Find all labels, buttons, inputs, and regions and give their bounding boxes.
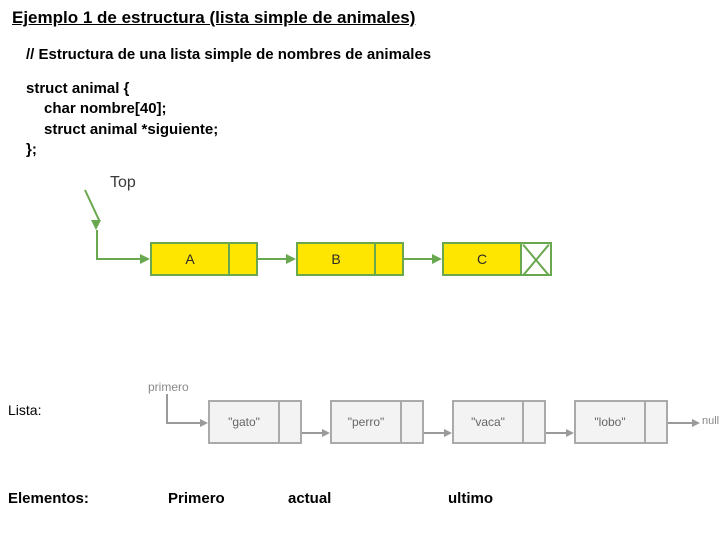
arrow-segment <box>424 432 446 434</box>
page-title: Ejemplo 1 de estructura (lista simple de… <box>12 8 708 28</box>
arrow-head-icon <box>322 429 330 437</box>
arrow-head-icon <box>200 419 208 427</box>
arrow-head-icon <box>286 254 296 264</box>
linked-list-diagram-animals: primero "gato" "perro" "vaca" "lobo" nul… <box>148 374 708 484</box>
arrow-head-icon <box>432 254 442 264</box>
list-node-pointer <box>646 400 668 444</box>
arrow-head-icon <box>140 254 150 264</box>
arrow-head-icon <box>444 429 452 437</box>
code-line: struct animal *siguiente; <box>44 120 708 140</box>
actual-label: actual <box>288 490 448 507</box>
lista-label: Lista: <box>8 402 41 418</box>
list-node-label: "perro" <box>330 400 402 444</box>
arrow-segment <box>166 394 168 412</box>
linked-list-diagram-top: Top A B C <box>62 180 582 300</box>
arrow-head-icon <box>566 429 574 437</box>
list-node: C <box>442 242 552 276</box>
entry-pointer-label: primero <box>148 380 189 394</box>
arrow-segment <box>84 190 100 222</box>
arrow-segment <box>166 422 202 424</box>
list-node-label: C <box>442 242 522 276</box>
list-node-pointer <box>230 242 258 276</box>
arrow-segment <box>302 432 324 434</box>
code-line: char nombre[40]; <box>44 99 708 119</box>
code-block: struct animal { char nombre[40]; struct … <box>26 79 708 160</box>
null-terminator-icon <box>522 242 552 276</box>
element-pointer-labels: Elementos: Primero actual ultimo <box>8 490 628 507</box>
top-label: Top <box>110 174 136 192</box>
arrow-head-icon <box>91 220 101 230</box>
list-node-label: "gato" <box>208 400 280 444</box>
list-node-pointer <box>280 400 302 444</box>
elementos-label: Elementos: <box>8 490 168 507</box>
arrow-segment <box>404 258 434 260</box>
arrow-segment <box>96 230 98 260</box>
code-line: struct animal { <box>26 79 708 99</box>
arrow-segment <box>258 258 288 260</box>
list-node: "perro" <box>330 400 424 444</box>
list-node-label: A <box>150 242 230 276</box>
primero-label: Primero <box>168 490 288 507</box>
list-node: B <box>296 242 404 276</box>
code-line: }; <box>26 140 708 160</box>
arrow-segment <box>166 412 168 424</box>
list-node-label: "vaca" <box>452 400 524 444</box>
list-node-label: B <box>296 242 376 276</box>
arrow-head-icon <box>692 419 700 427</box>
list-node-label: "lobo" <box>574 400 646 444</box>
code-comment: // Estructura de una lista simple de nom… <box>26 46 708 63</box>
arrow-segment <box>96 258 142 260</box>
arrow-segment <box>668 422 694 424</box>
ultimo-label: ultimo <box>448 490 568 507</box>
list-node: "vaca" <box>452 400 546 444</box>
arrow-segment <box>546 432 568 434</box>
list-node-pointer <box>376 242 404 276</box>
list-node-pointer <box>402 400 424 444</box>
list-node: "gato" <box>208 400 302 444</box>
list-node: "lobo" <box>574 400 668 444</box>
list-node: A <box>150 242 258 276</box>
list-node-pointer <box>524 400 546 444</box>
null-label: null <box>702 415 719 427</box>
